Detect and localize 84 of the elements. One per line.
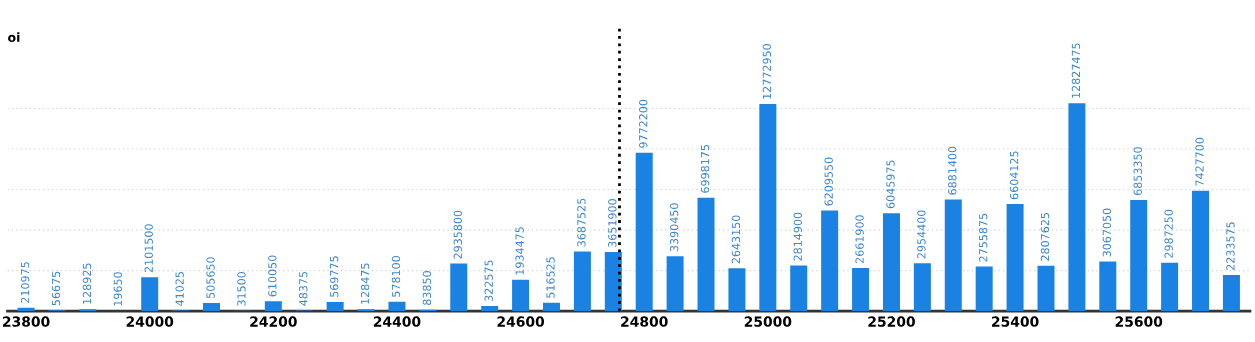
bar [141,277,159,312]
data-label: 9772200 [639,99,648,148]
x-tick-label: 24000 [126,316,174,327]
bar [913,263,931,312]
bar [759,104,777,312]
bar [357,309,375,312]
data-label: 3651900 [608,199,617,247]
data-label: 41025 [175,272,184,306]
data-label: 48375 [299,271,308,306]
bar [1222,274,1240,312]
data-label: 3067050 [1102,208,1112,257]
bar [388,301,406,312]
x-tick-label: 24400 [373,316,421,327]
data-label: 2935800 [453,210,462,259]
data-label: 83850 [422,271,432,305]
data-label: 505650 [206,257,215,298]
data-label: 6209550 [824,157,833,206]
bar [450,263,468,312]
x-tick-label: 25000 [744,316,792,327]
data-label: 1934475 [515,227,524,275]
bar [542,302,560,312]
bar [79,309,97,312]
data-label: 6604125 [1009,151,1019,200]
data-label: 6045975 [886,160,895,209]
x-tick-label: 25400 [992,316,1039,327]
data-label: 210975 [20,262,30,303]
data-label: 3390450 [669,203,679,252]
data-label: 2987250 [1164,209,1173,258]
data-label: 128925 [82,263,92,304]
data-label: 12772950 [762,44,772,99]
x-tick-label: 24200 [250,316,297,327]
bar [573,251,591,312]
bar [790,265,808,312]
data-label: 2807625 [1040,213,1050,261]
data-label: 6881400 [948,146,957,195]
bar [1006,204,1024,312]
y-axis-title: oi [8,32,20,43]
data-label: 569775 [329,256,339,297]
bar [635,152,653,312]
bar [512,279,530,312]
bar [697,197,715,312]
data-label: 56675 [51,271,61,306]
data-label: 516525 [546,257,555,298]
x-tick-label: 23800 [3,316,50,327]
data-label: 578100 [391,256,401,297]
bar [1192,190,1210,312]
data-label: 19650 [113,272,123,306]
data-label: 12827475 [1071,43,1081,98]
bar [1130,200,1148,312]
data-label: 2233575 [1226,222,1235,271]
data-label: 2954400 [917,210,926,259]
data-label: 610050 [268,255,277,297]
bar [264,301,282,312]
data-label: 2661900 [855,215,864,264]
bar [203,303,221,312]
data-label: 3687525 [577,198,586,247]
x-tick-label: 24800 [621,316,668,327]
bar [821,210,839,312]
bar [604,251,622,312]
x-tick-label: 25600 [1115,316,1163,327]
bar [1099,261,1117,312]
bar [882,213,900,312]
data-label: 2755875 [979,213,988,262]
x-tick-label: 24600 [497,316,545,327]
data-label: 322575 [484,260,493,301]
bar [481,305,499,312]
data-label: 2814900 [793,212,802,261]
bar [1037,265,1055,312]
data-label: 128475 [360,263,370,304]
bar [728,268,746,312]
bar [944,199,962,312]
data-label: 7427700 [1195,137,1204,186]
data-label: 2643150 [731,215,741,264]
bar [666,256,684,312]
bar [326,301,344,312]
data-label: 2101500 [144,224,153,273]
bar [852,268,870,312]
data-label: 6998175 [700,145,710,193]
bar [1161,262,1179,312]
data-label: 6853350 [1133,147,1142,196]
x-tick-label: 25200 [868,316,915,327]
bar [1068,103,1086,312]
bar [975,266,993,312]
data-label: 31500 [237,271,246,306]
